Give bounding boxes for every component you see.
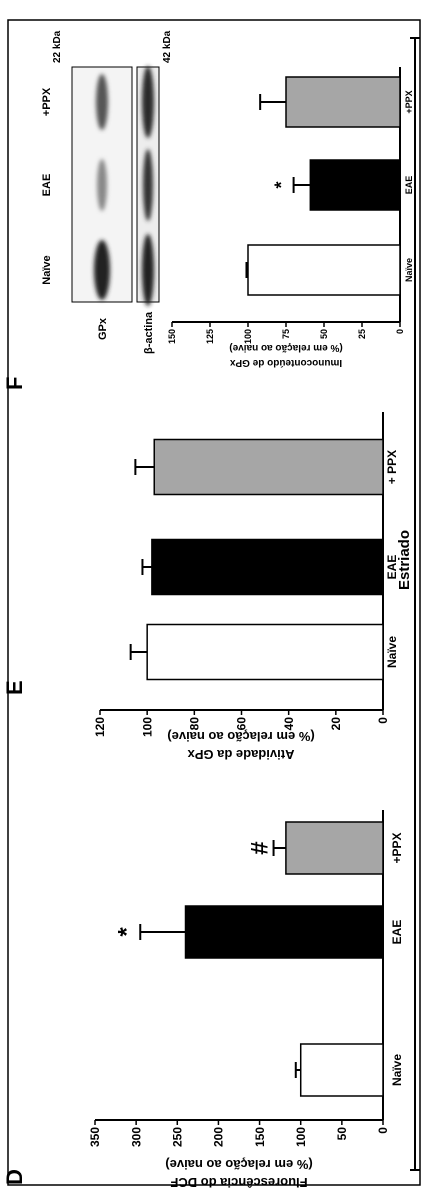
panel-letter: F xyxy=(2,377,27,390)
row-label: β-actina xyxy=(143,311,155,354)
y-tick-label: 200 xyxy=(212,1127,226,1147)
x-tick-label: Naïve xyxy=(404,258,414,282)
x-tick-label: +PPX xyxy=(404,90,414,113)
y-axis-label: Atividade da GPx xyxy=(187,747,295,762)
y-tick-label: 0 xyxy=(376,717,390,724)
bar xyxy=(248,245,400,295)
panel-letter: D xyxy=(2,1169,27,1185)
annotation: # xyxy=(247,841,274,854)
figure: Estriado Naïve EAE +PPX GPx β-actina 22 … xyxy=(0,0,427,1202)
x-tick-label: EAE xyxy=(390,920,404,945)
row-label: GPx xyxy=(97,317,109,340)
bar xyxy=(186,906,383,958)
y-axis-label: Fluorescência do DCF xyxy=(170,1175,307,1190)
lane-label: Naïve xyxy=(41,255,53,284)
band xyxy=(142,66,154,138)
band xyxy=(97,159,107,211)
x-tick-label: +PPX xyxy=(390,832,404,863)
annotation: * xyxy=(113,927,140,937)
size-label: 42 kDa xyxy=(162,30,173,63)
y-tick-label: 60 xyxy=(235,717,249,731)
y-tick-label: 120 xyxy=(93,717,107,737)
bar xyxy=(154,440,383,495)
rotated-figure: Estriado Naïve EAE +PPX GPx β-actina 22 … xyxy=(2,20,420,1190)
band xyxy=(94,240,110,300)
lane-label: +PPX xyxy=(41,87,53,116)
y-tick-label: 350 xyxy=(88,1127,102,1147)
bar xyxy=(310,160,400,210)
bar xyxy=(301,1044,383,1096)
y-tick-label: 80 xyxy=(188,717,202,731)
y-axis-label: (% em relação ao naive) xyxy=(165,1157,312,1172)
bar xyxy=(286,822,383,874)
band xyxy=(142,234,154,306)
y-tick-label: 0 xyxy=(376,1127,390,1134)
x-tick-label: EAE xyxy=(385,555,399,580)
y-tick-label: 150 xyxy=(167,329,177,344)
y-tick-label: 50 xyxy=(319,329,329,339)
y-tick-label: 40 xyxy=(282,717,296,731)
y-tick-label: 100 xyxy=(243,329,253,344)
x-tick-label: + PPX xyxy=(385,450,399,484)
x-tick-label: EAE xyxy=(404,176,414,195)
annotation: * xyxy=(272,181,292,188)
band xyxy=(143,149,153,221)
band xyxy=(96,74,108,130)
y-tick-label: 125 xyxy=(205,329,215,344)
y-tick-label: 250 xyxy=(170,1127,184,1147)
y-tick-label: 20 xyxy=(329,717,343,731)
y-tick-label: 25 xyxy=(357,329,367,339)
size-label: 22 kDa xyxy=(52,30,63,63)
y-tick-label: 75 xyxy=(281,329,291,339)
x-tick-label: Naïve xyxy=(385,636,399,668)
y-axis-label: Imunoconteúdo de GPx xyxy=(229,357,342,368)
y-tick-label: 150 xyxy=(253,1127,267,1147)
y-tick-label: 0 xyxy=(395,329,405,334)
panel-letter: E xyxy=(2,680,27,695)
y-tick-label: 50 xyxy=(335,1127,349,1141)
y-tick-label: 100 xyxy=(140,717,154,737)
y-tick-label: 300 xyxy=(129,1127,143,1147)
bar xyxy=(286,77,400,127)
x-tick-label: Naïve xyxy=(390,1054,404,1086)
y-tick-label: 100 xyxy=(294,1127,308,1147)
bar xyxy=(147,625,383,680)
bar xyxy=(152,540,383,595)
lane-label: EAE xyxy=(41,174,53,197)
